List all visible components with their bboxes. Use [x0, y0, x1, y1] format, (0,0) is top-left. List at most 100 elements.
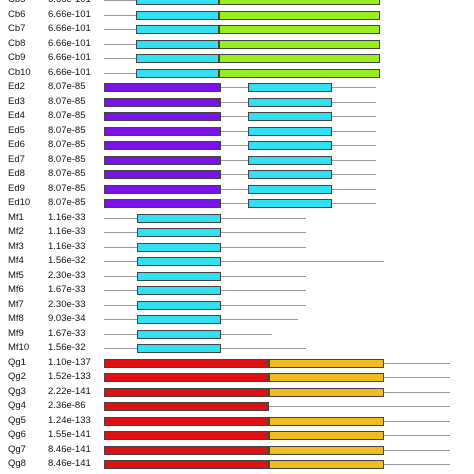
domain-box-cyan — [137, 315, 221, 324]
domain-box-purple — [104, 184, 221, 194]
e-value: 6.66e-101 — [48, 0, 91, 7]
domain-box-purple — [104, 199, 221, 208]
domain-box-lime — [219, 10, 380, 20]
sequence-name: Qg5 — [8, 414, 26, 426]
domain-box-cyan — [136, 0, 219, 5]
sequence-name: Mf1 — [8, 211, 24, 223]
domain-box-cyan — [136, 39, 219, 49]
sequence-row: Qg7 8.46e-141 — [0, 443, 474, 458]
domain-box-cyan — [248, 170, 332, 179]
sequence-row: Cb5 6.66e-101 — [0, 0, 474, 8]
sequence-row: Mf9 1.67e-33 — [0, 327, 474, 342]
e-value: 1.52e-133 — [48, 371, 91, 382]
e-value: 1.16e-33 — [48, 226, 86, 237]
domain-box-lime — [219, 0, 380, 5]
sequence-name: Qg4 — [8, 400, 26, 411]
sequence-row: Ed3 8.07e-85 — [0, 95, 474, 110]
e-value: 8.46e-141 — [48, 443, 91, 455]
domain-box-cyan — [137, 228, 221, 237]
e-value: 8.46e-141 — [48, 458, 91, 469]
domain-box-red — [104, 358, 269, 368]
e-value: 1.56e-32 — [48, 255, 86, 266]
domain-box-cyan — [137, 286, 221, 295]
sequence-name: Qg3 — [8, 385, 26, 397]
sequence-row: Mf8 9.03e-34 — [0, 312, 474, 327]
sequence-backbone — [104, 203, 376, 204]
e-value: 9.03e-34 — [48, 313, 86, 324]
domain-box-cyan — [248, 141, 332, 150]
domain-box-red — [104, 431, 269, 440]
sequence-name: Qg1 — [8, 356, 26, 368]
sequence-backbone — [104, 101, 376, 103]
e-value: 2.22e-141 — [48, 385, 91, 397]
e-value: 1.67e-33 — [48, 327, 86, 339]
sequence-backbone — [104, 174, 376, 175]
sequence-backbone — [104, 261, 384, 262]
sequence-row: Ed4 8.07e-85 — [0, 109, 474, 124]
e-value: 8.07e-85 — [48, 182, 86, 194]
domain-box-red — [104, 416, 269, 426]
sequence-name: Mf2 — [8, 226, 24, 237]
sequence-backbone — [104, 406, 450, 407]
domain-box-red — [104, 445, 269, 455]
e-value: 6.66e-101 — [48, 52, 91, 63]
domain-box-orange — [269, 387, 384, 397]
sequence-name: Cb8 — [8, 37, 26, 49]
domain-box-lime — [219, 54, 380, 63]
e-value: 1.10e-137 — [48, 356, 91, 368]
sequence-row: Cb7 6.66e-101 — [0, 22, 474, 37]
domain-box-purple — [104, 155, 221, 165]
domain-box-red — [104, 402, 269, 411]
domain-box-cyan — [248, 155, 332, 165]
sequence-name: Ed3 — [8, 95, 25, 107]
domain-box-cyan — [137, 300, 221, 310]
sequence-row: Qg8 8.46e-141 — [0, 457, 474, 472]
sequence-row: Ed5 8.07e-85 — [0, 124, 474, 139]
domain-box-cyan — [137, 344, 221, 353]
sequence-name: Ed10 — [8, 197, 31, 208]
sequence-row: Ed8 8.07e-85 — [0, 167, 474, 182]
domain-box-cyan — [248, 83, 332, 92]
sequence-row: Qg3 2.22e-141 — [0, 385, 474, 400]
sequence-row: Mf7 2.30e-33 — [0, 298, 474, 313]
domain-box-purple — [104, 141, 221, 150]
sequence-name: Ed7 — [8, 153, 25, 165]
e-value: 6.66e-101 — [48, 66, 91, 78]
sequence-row: Qg1 1.10e-137 — [0, 356, 474, 371]
e-value: 8.07e-85 — [48, 197, 86, 208]
sequence-row: Mf3 1.16e-33 — [0, 240, 474, 255]
sequence-row: Qg2 1.52e-133 — [0, 370, 474, 385]
domain-box-cyan — [248, 184, 332, 194]
domain-box-cyan — [137, 329, 221, 339]
e-value: 1.67e-33 — [48, 284, 86, 295]
domain-box-cyan — [136, 68, 219, 78]
domain-box-cyan — [137, 257, 221, 266]
domain-box-red — [104, 387, 269, 397]
sequence-name: Cb7 — [8, 23, 26, 34]
sequence-row: Mf1 1.16e-33 — [0, 211, 474, 226]
domain-box-lime — [219, 25, 380, 34]
e-value: 8.07e-85 — [48, 168, 86, 179]
e-value: 1.16e-33 — [48, 211, 86, 223]
sequence-name: Cb9 — [8, 52, 26, 63]
sequence-backbone — [104, 87, 376, 88]
sequence-row: Cb6 6.66e-101 — [0, 8, 474, 23]
e-value: 1.56e-32 — [48, 342, 86, 353]
domain-box-cyan — [136, 25, 219, 34]
sequence-name: Mf6 — [8, 284, 24, 295]
sequence-name: Mf8 — [8, 313, 24, 324]
sequence-row: Mf6 1.67e-33 — [0, 283, 474, 298]
domain-box-purple — [104, 97, 221, 107]
sequence-name: Ed4 — [8, 110, 25, 121]
sequence-name: Ed2 — [8, 81, 25, 92]
e-value: 1.16e-33 — [48, 240, 86, 252]
sequence-name: Mf3 — [8, 240, 24, 252]
sequence-name: Mf5 — [8, 269, 24, 281]
domain-box-cyan — [248, 97, 332, 107]
sequence-name: Qg2 — [8, 371, 26, 382]
sequence-row: Ed2 8.07e-85 — [0, 80, 474, 95]
sequence-name: Mf4 — [8, 255, 24, 266]
sequence-name: Mf9 — [8, 327, 24, 339]
sequence-row: Ed10 8.07e-85 — [0, 196, 474, 211]
